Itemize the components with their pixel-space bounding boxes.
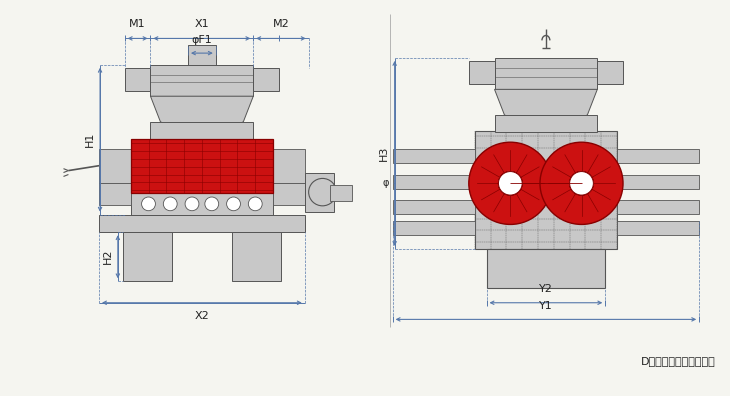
Bar xyxy=(617,221,699,235)
Bar xyxy=(469,61,494,84)
Text: H3: H3 xyxy=(379,145,389,161)
Bar xyxy=(487,249,605,288)
Bar xyxy=(131,139,273,193)
Circle shape xyxy=(248,197,262,211)
Text: Dは外転式を示します。: Dは外転式を示します。 xyxy=(641,356,716,366)
Circle shape xyxy=(142,197,155,211)
Circle shape xyxy=(309,179,337,206)
Bar xyxy=(617,200,699,214)
Bar xyxy=(617,149,699,163)
Text: M2: M2 xyxy=(272,19,289,29)
Circle shape xyxy=(569,171,593,195)
Bar xyxy=(273,149,304,183)
Bar xyxy=(304,173,334,212)
Circle shape xyxy=(185,197,199,211)
Bar xyxy=(393,175,474,189)
Text: X2: X2 xyxy=(194,310,210,321)
Bar xyxy=(131,193,273,215)
Circle shape xyxy=(569,171,593,195)
Text: H1: H1 xyxy=(85,131,95,147)
Bar xyxy=(474,166,494,187)
Bar xyxy=(474,131,617,249)
Bar xyxy=(99,149,131,183)
Polygon shape xyxy=(494,89,597,131)
Bar xyxy=(150,65,253,96)
Bar xyxy=(393,149,474,163)
Text: Y1: Y1 xyxy=(539,301,553,310)
Bar xyxy=(150,122,253,139)
Bar xyxy=(393,200,474,214)
Bar xyxy=(99,215,304,232)
Bar xyxy=(125,68,150,91)
Circle shape xyxy=(499,171,522,195)
Text: Y2: Y2 xyxy=(539,284,553,294)
Bar xyxy=(331,185,352,201)
Text: φF1: φF1 xyxy=(191,35,212,45)
Circle shape xyxy=(569,171,593,195)
Bar xyxy=(188,45,216,67)
Text: H2: H2 xyxy=(103,249,113,265)
Bar xyxy=(393,221,474,235)
Text: φ: φ xyxy=(383,178,389,188)
Circle shape xyxy=(540,142,623,225)
Circle shape xyxy=(569,171,593,195)
Circle shape xyxy=(499,171,522,195)
Polygon shape xyxy=(150,96,253,139)
Circle shape xyxy=(569,171,593,195)
Bar xyxy=(617,175,699,189)
Bar xyxy=(597,61,623,84)
Bar xyxy=(273,183,304,205)
Circle shape xyxy=(205,197,219,211)
Bar xyxy=(231,232,281,281)
Bar xyxy=(99,183,131,205)
Circle shape xyxy=(499,171,522,195)
Circle shape xyxy=(226,197,240,211)
Circle shape xyxy=(499,171,522,195)
Circle shape xyxy=(499,171,522,195)
Bar xyxy=(494,115,597,132)
Circle shape xyxy=(164,197,177,211)
Text: M1: M1 xyxy=(129,19,146,29)
Bar xyxy=(494,58,597,89)
Circle shape xyxy=(469,142,552,225)
Text: X1: X1 xyxy=(195,19,210,29)
Bar xyxy=(123,232,172,281)
Bar xyxy=(253,68,279,91)
Circle shape xyxy=(569,171,593,195)
Circle shape xyxy=(499,171,522,195)
